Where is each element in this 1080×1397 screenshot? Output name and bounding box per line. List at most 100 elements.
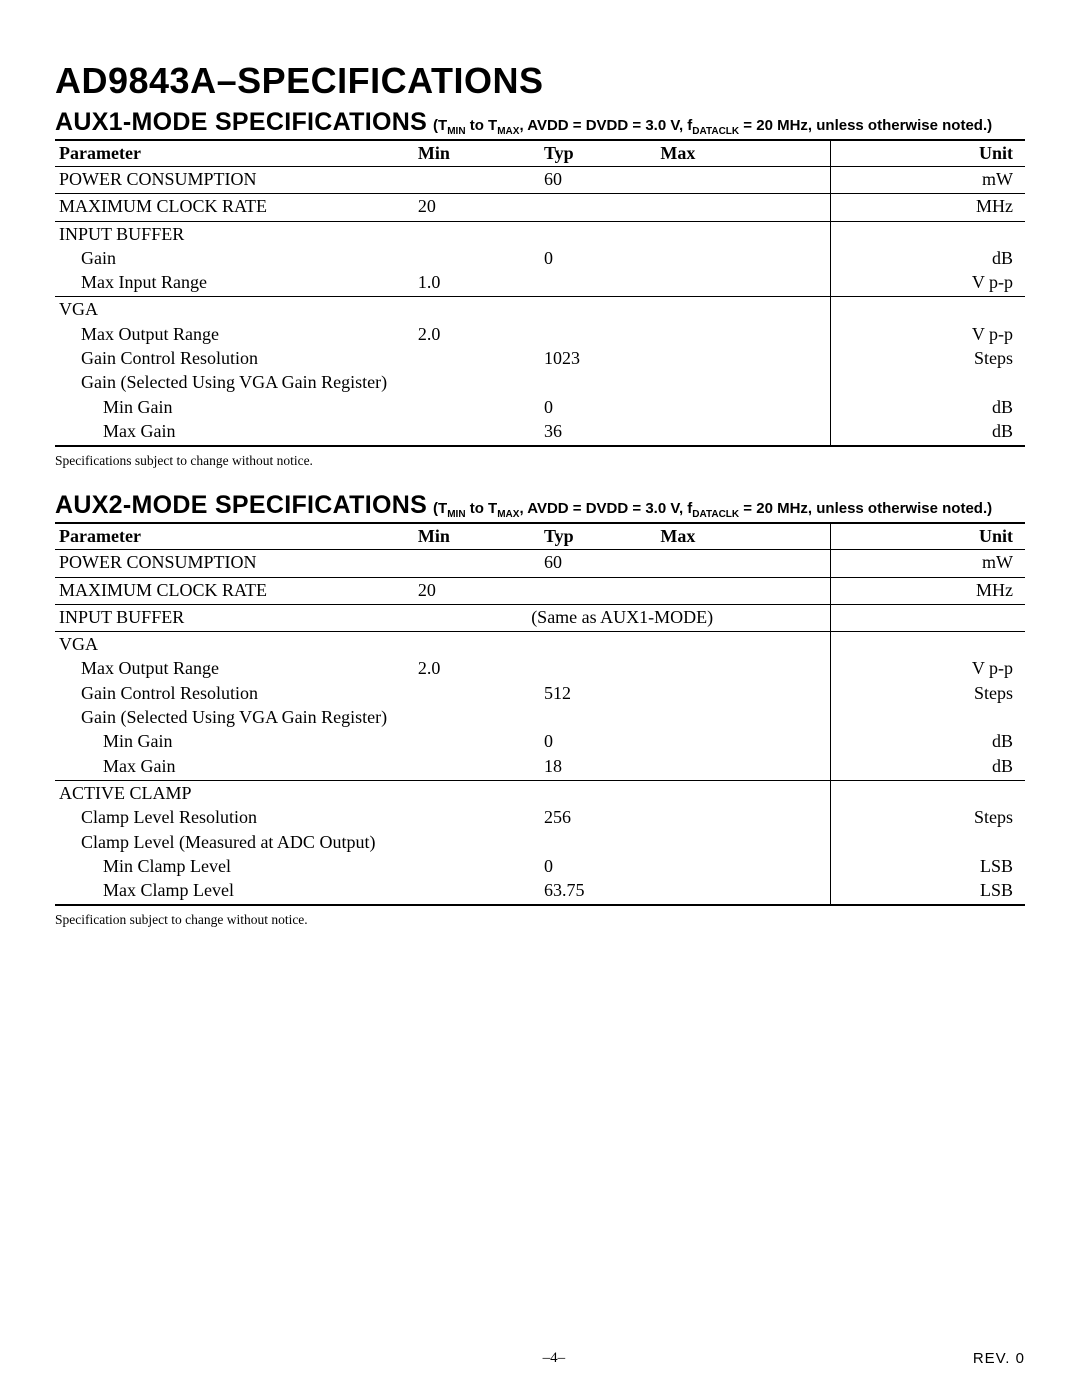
cell-min xyxy=(414,221,540,246)
cell-unit: LSB xyxy=(831,854,1025,878)
cell-typ: 36 xyxy=(540,419,656,446)
cell-parameter: Gain Control Resolution xyxy=(55,346,414,370)
page-footer: –4– REV. 0 xyxy=(55,1350,1025,1367)
cell-unit xyxy=(831,604,1025,631)
cell-min: 2.0 xyxy=(414,656,540,680)
cell-parameter: Max Output Range xyxy=(55,322,414,346)
table-row: MAXIMUM CLOCK RATE20MHz xyxy=(55,577,1025,604)
cell-min xyxy=(414,297,540,322)
cell-max xyxy=(656,681,831,705)
table-row: Max Output Range2.0V p-p xyxy=(55,656,1025,680)
revision: REV. 0 xyxy=(973,1350,1025,1367)
cell-max xyxy=(656,322,831,346)
cell-parameter: VGA xyxy=(55,632,414,657)
aux2-title: AUX2-MODE SPECIFICATIONS xyxy=(55,491,427,520)
cell-parameter: Max Clamp Level xyxy=(55,878,414,905)
col-typ: Typ xyxy=(540,140,656,167)
cell-unit: mW xyxy=(831,167,1025,194)
cell-typ: 1023 xyxy=(540,346,656,370)
cell-unit xyxy=(831,370,1025,394)
col-unit: Unit xyxy=(831,523,1025,550)
cell-typ xyxy=(540,221,656,246)
aux1-heading: AUX1-MODE SPECIFICATIONS (TMIN to TMAX, … xyxy=(55,108,1025,137)
cell-max xyxy=(656,854,831,878)
cell-min: 20 xyxy=(414,577,540,604)
cell-max xyxy=(656,878,831,905)
cell-typ xyxy=(540,577,656,604)
table-row: Clamp Level Resolution256Steps xyxy=(55,805,1025,829)
cell-min xyxy=(414,780,540,805)
table-row: Gain Control Resolution1023Steps xyxy=(55,346,1025,370)
cell-max xyxy=(656,270,831,297)
cell-max xyxy=(656,221,831,246)
cell-typ xyxy=(540,297,656,322)
cell-parameter: Min Gain xyxy=(55,729,414,753)
table-row: INPUT BUFFER xyxy=(55,221,1025,246)
cell-min xyxy=(414,805,540,829)
cell-min xyxy=(414,754,540,781)
cell-unit xyxy=(831,830,1025,854)
cell-unit: MHz xyxy=(831,194,1025,221)
cell-typ xyxy=(540,270,656,297)
cell-max xyxy=(656,754,831,781)
cell-parameter: Gain Control Resolution xyxy=(55,681,414,705)
aux1-title: AUX1-MODE SPECIFICATIONS xyxy=(55,108,427,137)
cell-parameter: POWER CONSUMPTION xyxy=(55,167,414,194)
cell-max xyxy=(656,395,831,419)
cell-unit xyxy=(831,297,1025,322)
cell-unit xyxy=(831,780,1025,805)
col-typ: Typ xyxy=(540,523,656,550)
aux1-table: Parameter Min Typ Max Unit POWER CONSUMP… xyxy=(55,139,1025,447)
cell-unit: dB xyxy=(831,395,1025,419)
aux1-footnote: Specifications subject to change without… xyxy=(55,453,1025,469)
cell-unit: mW xyxy=(831,550,1025,577)
cell-unit xyxy=(831,705,1025,729)
aux2-table: Parameter Min Typ Max Unit POWER CONSUMP… xyxy=(55,522,1025,906)
aux2-tbody: POWER CONSUMPTION60mWMAXIMUM CLOCK RATE2… xyxy=(55,550,1025,906)
cell-unit: Steps xyxy=(831,805,1025,829)
cell-max xyxy=(656,246,831,270)
table-row: VGA xyxy=(55,632,1025,657)
aux1-tbody: POWER CONSUMPTION60mWMAXIMUM CLOCK RATE2… xyxy=(55,167,1025,447)
page: AD9843A–SPECIFICATIONS AUX1-MODE SPECIFI… xyxy=(0,0,1080,1397)
cell-min xyxy=(414,550,540,577)
table-row: VGA xyxy=(55,297,1025,322)
cell-min xyxy=(414,878,540,905)
table-row: POWER CONSUMPTION60mW xyxy=(55,550,1025,577)
cell-parameter: Gain xyxy=(55,246,414,270)
cell-min xyxy=(414,681,540,705)
aux1-conditions: (TMIN to TMAX, AVDD = DVDD = 3.0 V, fDAT… xyxy=(433,117,992,137)
cell-min: 1.0 xyxy=(414,270,540,297)
cell-max xyxy=(656,729,831,753)
cell-parameter: Clamp Level (Measured at ADC Output) xyxy=(55,830,414,854)
cell-max xyxy=(656,167,831,194)
col-min: Min xyxy=(414,523,540,550)
cell-typ: 0 xyxy=(540,854,656,878)
table-header-row: Parameter Min Typ Max Unit xyxy=(55,523,1025,550)
cell-min xyxy=(414,167,540,194)
cell-typ xyxy=(540,705,656,729)
cell-parameter: Max Output Range xyxy=(55,656,414,680)
table-row: Max Gain18dB xyxy=(55,754,1025,781)
col-max: Max xyxy=(656,523,831,550)
cell-min xyxy=(414,632,540,657)
table-row: Max Clamp Level63.75LSB xyxy=(55,878,1025,905)
cell-typ xyxy=(540,632,656,657)
cell-parameter: Max Input Range xyxy=(55,270,414,297)
cell-max xyxy=(656,370,831,394)
cell-min xyxy=(414,419,540,446)
cell-unit xyxy=(831,221,1025,246)
cell-typ: 63.75 xyxy=(540,878,656,905)
cell-typ xyxy=(540,322,656,346)
cell-max xyxy=(656,550,831,577)
cell-typ xyxy=(540,194,656,221)
cell-parameter: MAXIMUM CLOCK RATE xyxy=(55,194,414,221)
aux2-footnote: Specification subject to change without … xyxy=(55,912,1025,928)
table-row: Gain0dB xyxy=(55,246,1025,270)
cell-parameter: VGA xyxy=(55,297,414,322)
cell-unit: dB xyxy=(831,729,1025,753)
aux2-conditions: (TMIN to TMAX, AVDD = DVDD = 3.0 V, fDAT… xyxy=(433,500,992,520)
cell-max xyxy=(656,830,831,854)
table-row: Gain (Selected Using VGA Gain Register) xyxy=(55,705,1025,729)
cell-unit: dB xyxy=(831,419,1025,446)
